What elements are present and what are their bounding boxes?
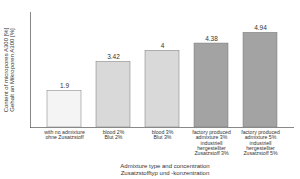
svg-text:3.42: 3.42	[107, 53, 120, 60]
svg-text:with no admixtureohne Zusatzst: with no admixtureohne Zusatzstoff	[44, 129, 85, 140]
svg-text:blood 3%Blut 3%: blood 3%Blut 3%	[152, 129, 174, 140]
svg-text:1.9: 1.9	[60, 82, 69, 89]
svg-text:blood 2%Blut 2%: blood 2%Blut 2%	[103, 129, 125, 140]
svg-text:4: 4	[161, 42, 165, 49]
svg-text:4.94: 4.94	[254, 24, 267, 31]
svg-text:factory producedadmixture 5%in: factory producedadmixture 5%industriellh…	[241, 129, 280, 156]
svg-text:4.38: 4.38	[205, 35, 218, 42]
svg-text:factory producedadmixture 3%in: factory producedadmixture 3%industriellh…	[192, 129, 231, 156]
html-text:Admixture type and concentrati: Admixture type and concentration Zusatzs…	[120, 163, 210, 176]
svg-text:Content of micropores A300 [%]: Content of micropores A300 [%]Gehalt an …	[3, 27, 15, 112]
